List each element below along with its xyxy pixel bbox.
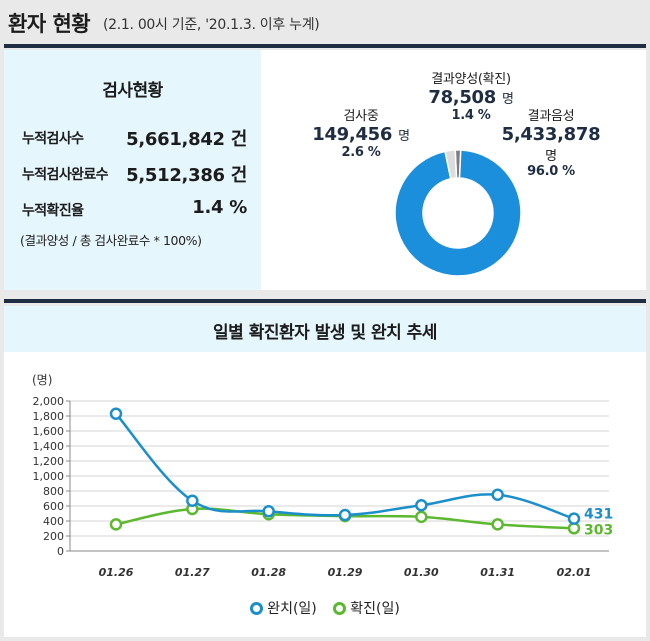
donut-label-positive: 결과양성(확진) 78,508 명 1.4 % [411,68,531,123]
donut-label-negative-value: 5,433,878 [501,124,601,145]
legend-label-confirmed: 확진(일) [350,601,400,617]
donut-label-pending-unit: 명 [398,129,410,144]
y-tick-label: 1,000 [33,470,65,483]
x-tick-label: 01.31 [480,566,515,579]
daily-trend-panel: 일별 확진환자 발생 및 완치 추세 (명) 0 200 400 600 800 1,00… [4,306,646,637]
line-chart: (명) 0 200 400 600 800 1,000 1,200 1,400 1,600 1,8… [32,373,613,579]
donut-label-pending-name: 검사중 [343,109,379,124]
series-point-0 [262,505,275,518]
donut-label-positive-value: 78,508 [428,87,497,108]
x-tick-label: 01.27 [175,566,210,579]
donut-slice-2 [444,149,458,180]
donut-label-positive-name: 결과양성(확진) [431,72,511,87]
x-tick-label: 01.28 [251,566,286,579]
series-point-0 [186,494,199,507]
donut-slice-0 [394,149,522,277]
donut-label-pending: 검사중 149,456 명 2.6 % [301,105,421,160]
series-line-0 [115,412,575,520]
donut-label-positive-pct: 1.4 % [451,108,491,123]
stat-label-completed-tests: 누적검사완료수 [22,167,109,183]
x-tick-label: 01.26 [99,566,134,579]
legend-label-recovered: 완치(일) [267,601,317,617]
stat-value-total-tests: 5,661,842 건 [126,129,247,150]
y-tick-label: 1,800 [33,410,65,423]
x-tick-label: 02.01 [557,566,592,579]
donut-chart: 결과양성(확진) 78,508 명 1.4 % 검사중 149,456 명 2.… [261,50,646,290]
stat-value-completed-tests: 5,512,386 건 [126,165,247,186]
donut-label-pending-pct: 2.6 % [341,145,381,160]
donut-label-positive-unit: 명 [501,92,514,107]
y-tick-label: 1,200 [33,455,65,468]
test-status-panel: 검사현황 누적검사수 5,661,842 건 누적검사완료수 5,512,386… [4,50,646,290]
donut-label-pending-value: 149,456 [312,124,393,145]
section-divider [4,299,646,303]
series-point-1 [109,518,123,531]
chart-legend: 완치(일) 확진(일) [4,598,646,619]
stat-label-total-tests: 누적검사수 [22,131,84,147]
test-stats-box: 검사현황 누적검사수 5,661,842 건 누적검사완료수 5,512,386… [4,50,261,290]
stats-title: 검사현황 [102,81,163,101]
y-tick-label: 400 [43,515,64,528]
y-tick-label: 600 [43,500,64,513]
y-tick-label: 2,000 [33,395,65,408]
page-title: 환자 현황 [8,12,91,36]
donut-label-negative-unit: 명 [545,149,557,164]
series-point-0 [109,407,123,420]
legend-marker-confirmed [333,601,347,615]
donut-label-negative-pct: 96.0 % [527,164,575,179]
y-tick-label: 0 [57,545,64,558]
series-point-0 [491,488,504,501]
series-end-label-0: 431 [584,507,613,523]
donut-label-negative-name: 결과음성 [527,109,575,124]
header-divider [4,44,646,48]
legend-item-confirmed: 확진(일) [333,598,400,618]
legend-item-recovered: 완치(일) [250,598,317,618]
series-point-0 [567,512,581,525]
y-tick-label: 1,400 [33,440,65,453]
header: 환자 현황 (2.1. 00시 기준, '20.1.3. 이후 누계) [0,0,650,44]
series-point-1 [415,510,428,524]
y-tick-label: 200 [43,530,64,543]
stat-value-positive-rate: 1.4 % [192,197,247,218]
legend-marker-recovered [250,601,264,615]
series-point-0 [415,499,428,512]
stats-note: (결과양성 / 총 검사완료수 * 100%) [20,233,202,248]
x-tick-label: 01.30 [404,566,439,579]
y-tick-label: 800 [43,485,64,498]
y-axis-unit: (명) [32,373,52,387]
y-tick-label: 1,600 [33,425,65,438]
donut-label-negative: 결과음성 5,433,878 명 96.0 % [491,105,611,179]
page-subtitle: (2.1. 00시 기준, '20.1.3. 이후 누계) [103,17,320,33]
donut-svg [394,149,522,277]
series-point-0 [338,508,352,522]
stat-label-positive-rate: 누적확진율 [22,203,84,219]
x-tick-label: 01.29 [328,566,363,579]
chart-header: 일별 확진환자 발생 및 완치 추세 [4,306,646,352]
series-end-label-1: 303 [584,522,613,538]
series-point-1 [491,518,504,531]
chart-title: 일별 확진환자 발생 및 완치 추세 [213,323,437,343]
